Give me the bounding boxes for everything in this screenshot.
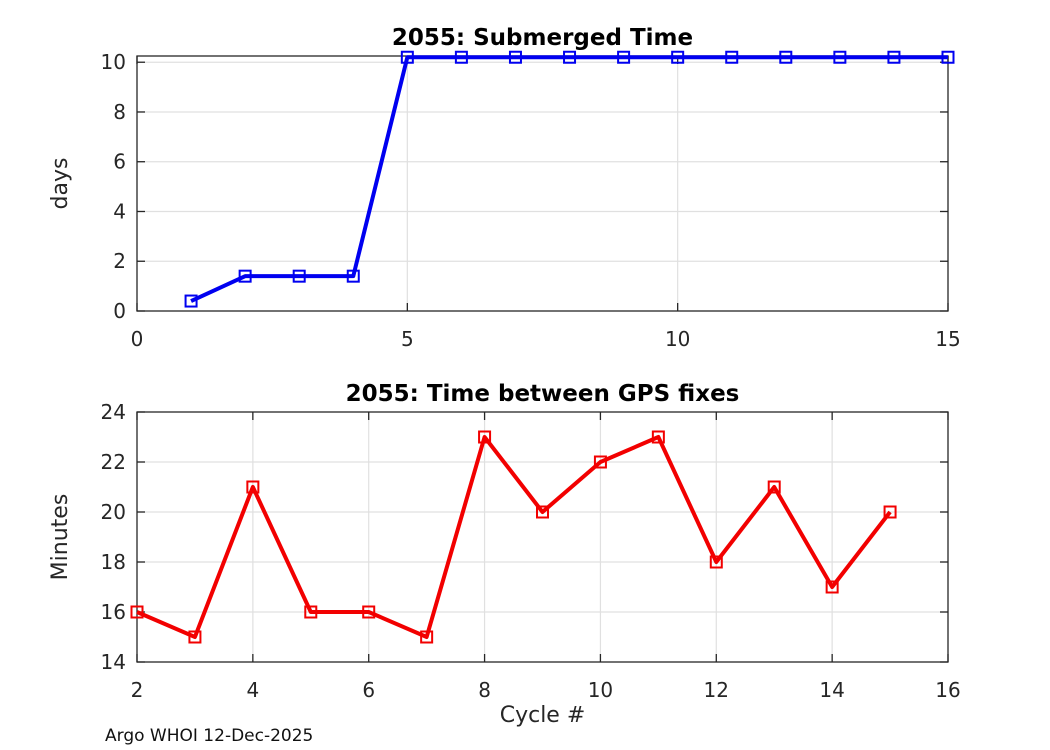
x-tick-label: 4 [246, 678, 259, 702]
x-tick-label: 14 [819, 678, 844, 702]
plot-area [137, 412, 948, 662]
data-point-marker [304, 605, 318, 619]
data-point-marker [536, 505, 549, 519]
data-point-marker [420, 630, 434, 644]
chart-title: 2055: Submerged Time [392, 25, 693, 51]
data-point-marker [362, 605, 376, 619]
x-tick-label: 15 [935, 327, 960, 351]
data-point-marker [184, 294, 198, 308]
data-point-marker [478, 430, 492, 444]
x-axis-label: Cycle # [500, 703, 586, 728]
data-point-marker [346, 269, 360, 283]
axes-box [136, 411, 949, 663]
data-point-marker [767, 480, 781, 494]
data-point-marker [941, 50, 955, 64]
data-point-marker [725, 50, 739, 64]
footer-annotation: Argo WHOI 12-Dec-2025 [105, 726, 314, 746]
series-line [136, 435, 892, 639]
data-point-marker [779, 50, 793, 64]
data-point-marker [617, 50, 631, 64]
data-point-marker [292, 269, 306, 283]
data-point-marker [887, 50, 901, 64]
y-tick-label: 14 [101, 650, 126, 674]
y-axis-label: Minutes [48, 494, 73, 581]
y-tick-label: 18 [101, 550, 126, 574]
data-point-marker [651, 430, 665, 444]
y-tick-label: 4 [113, 199, 126, 223]
series-line [190, 55, 948, 303]
x-tick-label: 2 [131, 678, 144, 702]
x-tick-label: 10 [665, 327, 690, 351]
y-tick-label: 2 [113, 249, 126, 273]
x-tick-label: 12 [704, 678, 729, 702]
data-point-marker [246, 480, 260, 494]
data-point-marker [671, 50, 685, 64]
y-tick-label: 20 [101, 500, 126, 524]
chart-title: 2055: Time between GPS fixes [346, 381, 740, 407]
y-tick-label: 8 [113, 100, 126, 124]
y-tick-label: 0 [113, 299, 126, 323]
y-tick-label: 10 [101, 50, 126, 74]
data-point-marker [400, 50, 414, 64]
y-tick-label: 22 [101, 450, 126, 474]
x-tick-label: 16 [935, 678, 960, 702]
x-tick-label: 6 [362, 678, 375, 702]
data-point-marker [709, 555, 723, 569]
plot-area [137, 56, 948, 311]
x-tick-label: 10 [588, 678, 613, 702]
data-point-marker [593, 455, 607, 469]
y-tick-label: 16 [101, 600, 126, 624]
y-tick-label: 6 [113, 150, 126, 174]
data-point-marker [825, 580, 839, 594]
y-axis-label: days [48, 158, 73, 210]
x-tick-label: 0 [131, 327, 144, 351]
data-point-marker [454, 50, 468, 64]
y-tick-label: 24 [101, 400, 126, 424]
x-tick-label: 8 [478, 678, 491, 702]
data-point-marker [883, 505, 897, 519]
data-point-marker [833, 50, 847, 64]
submerged-time-chart: 0 5 10 15 0 2 4 6 8 10 2055: Submerged Time days [48, 25, 961, 351]
data-point-marker [130, 605, 144, 619]
data-point-marker [563, 50, 577, 64]
data-point-marker [238, 269, 252, 283]
x-tick-label: 5 [401, 327, 414, 351]
data-point-marker [508, 50, 522, 64]
data-point-marker [188, 630, 202, 644]
